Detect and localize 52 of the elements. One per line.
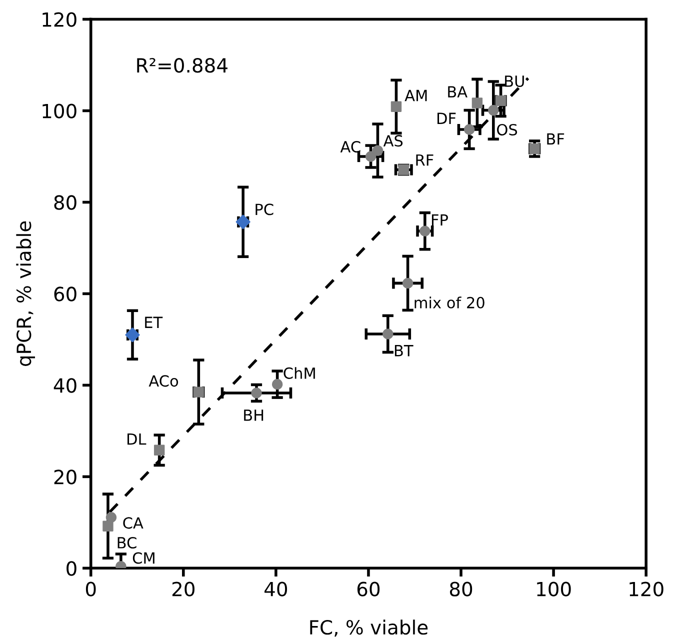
x-axis-title: FC, % viable <box>310 620 428 637</box>
annotation: PC <box>256 204 274 216</box>
annotation: BF <box>547 133 564 145</box>
y-tick-label: 20 <box>54 470 76 484</box>
y-tick-label: 40 <box>54 378 76 393</box>
point <box>402 278 414 289</box>
x-tick-label: 20 <box>172 582 194 596</box>
annotation: AS <box>383 135 403 147</box>
annotation: BA <box>448 86 468 98</box>
annotation: BU <box>505 76 524 88</box>
point <box>154 444 165 456</box>
annotation: BH <box>244 410 264 421</box>
point <box>488 104 499 116</box>
point <box>372 145 384 156</box>
annotation: DL <box>128 433 146 445</box>
annotation: CM <box>132 552 154 564</box>
point <box>390 101 402 112</box>
annotation: CA <box>123 517 144 529</box>
y-tick-label: 80 <box>54 195 76 210</box>
annotation: mix of 20 <box>414 296 484 308</box>
point <box>102 520 114 532</box>
y-tick-label: 60 <box>54 286 76 302</box>
annotation: DF <box>438 112 456 124</box>
annotation: BC <box>118 536 136 549</box>
point <box>365 151 376 162</box>
x-tick-label: 120 <box>630 582 664 596</box>
annotation: FP <box>432 214 448 226</box>
x-tick-label: 80 <box>450 582 472 596</box>
point <box>382 328 394 340</box>
y-tick-label: 0 <box>66 561 76 576</box>
annotation: ET <box>145 316 163 328</box>
annotation: AM <box>404 90 427 102</box>
point <box>272 378 283 390</box>
point <box>464 124 475 135</box>
y-tick-label: 100 <box>42 104 76 118</box>
annotation: R²=0.884 <box>137 58 228 73</box>
x-tick-label: 40 <box>264 582 288 596</box>
annotation: ChM <box>284 367 315 379</box>
annotation: BT <box>394 345 414 356</box>
annotation: ACo <box>148 375 178 387</box>
y-tick-label: 120 <box>42 12 76 27</box>
x-tick-label: 60 <box>357 582 380 596</box>
point <box>106 512 117 523</box>
point <box>472 98 483 108</box>
annotation: RF <box>416 154 434 166</box>
annotation: OS <box>497 124 518 136</box>
point <box>420 226 430 236</box>
annotation: AC <box>340 140 360 153</box>
point <box>251 388 262 398</box>
x-tick-label: 100 <box>537 582 571 596</box>
x-tick-label: 0 <box>86 582 96 596</box>
y-axis-title: qPCR, % viable <box>16 221 35 366</box>
